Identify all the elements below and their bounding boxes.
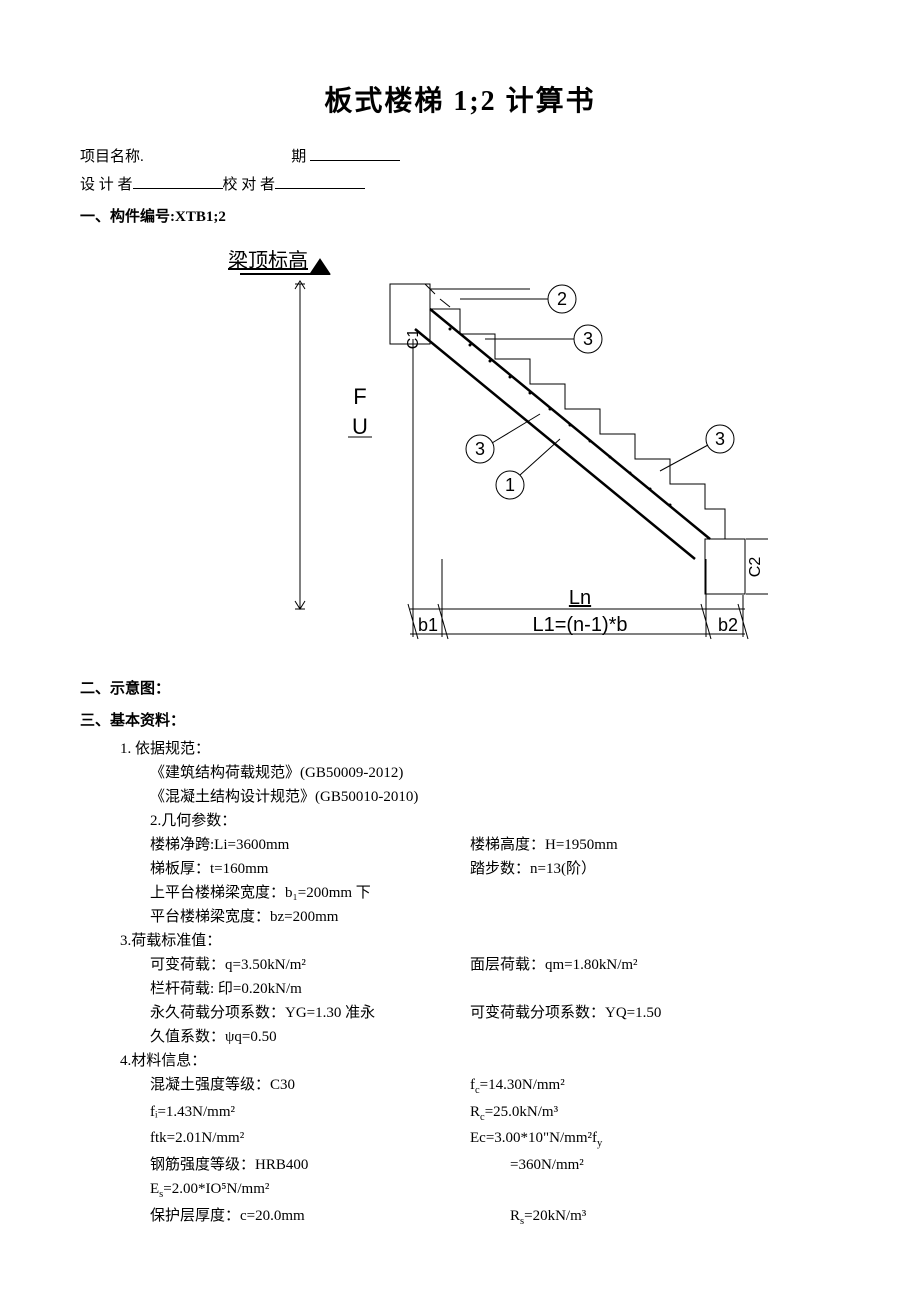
diagram-node-3c: 3 bbox=[715, 429, 725, 449]
item-2-b1: 上平台楼梯梁宽度：b₁=200mm 下 bbox=[80, 881, 840, 905]
designer-blank bbox=[133, 174, 223, 189]
date-label: 期 bbox=[291, 149, 306, 165]
diagram-label-b1: b1 bbox=[418, 615, 438, 635]
diagram-label-c2: C2 bbox=[747, 556, 764, 577]
diagram-node-3a: 3 bbox=[583, 329, 593, 349]
item-2-head: 2.几何参数： bbox=[80, 809, 840, 833]
diagram-node-2: 2 bbox=[557, 289, 567, 309]
item-4-rs: Rs=20kN/m³ bbox=[470, 1204, 840, 1231]
item-3-head: 3.荷载标准值： bbox=[80, 929, 840, 953]
item-4-rc: Rc=25.0kN/m³ bbox=[470, 1100, 840, 1127]
diagram-label-ln: Ln bbox=[569, 587, 591, 609]
designer-label: 设 计 者 bbox=[80, 177, 133, 193]
item-3-qm: 面层荷载：qm=1.80kN/m² bbox=[470, 953, 840, 977]
item-4-cover: 保护层厚度：c=20.0mm bbox=[150, 1204, 470, 1228]
checker-blank bbox=[275, 174, 365, 189]
item-2-steps: 踏步数：n=13(阶） bbox=[470, 857, 840, 881]
item-3-yq: 可变荷载分项系数：YQ=1.50 bbox=[470, 1001, 840, 1025]
item-3-psi: 久值系数：ψq=0.50 bbox=[80, 1025, 840, 1049]
checker-label: 校 对 者 bbox=[223, 177, 276, 193]
item-4-head: 4.材料信息： bbox=[80, 1049, 840, 1073]
item-2-bz: 平台楼梯梁宽度：bz=200mm bbox=[80, 905, 840, 929]
item-4-ft: fᵢ=1.43N/mm² bbox=[150, 1100, 470, 1124]
item-4-fc: fc=14.30N/mm² bbox=[470, 1073, 840, 1100]
item-4-es: Es=2.00*IO⁵N/mm² bbox=[80, 1177, 840, 1204]
item-3-q: 可变荷载：q=3.50kN/m² bbox=[150, 953, 470, 977]
item-3-yg: 永久荷载分项系数：YG=1.30 准永 bbox=[150, 1001, 470, 1025]
item-1-line2: 《混凝土结构设计规范》(GB50010-2010) bbox=[80, 785, 840, 809]
diagram-node-3b: 3 bbox=[475, 439, 485, 459]
diagram-label-f: F bbox=[353, 384, 366, 409]
diagram-node-1: 1 bbox=[505, 475, 515, 495]
item-4-grade: 混凝土强度等级：C30 bbox=[150, 1073, 470, 1097]
item-4-ftk: ftk=2.01N/mm² bbox=[150, 1126, 470, 1150]
item-2-height: 楼梯高度：H=1950mm bbox=[470, 833, 840, 857]
item-4-ec: Ec=3.00*10"N/mm²fy bbox=[470, 1126, 840, 1153]
diagram-label-b2: b2 bbox=[718, 615, 738, 635]
date-blank bbox=[310, 146, 400, 161]
designer-line: 设 计 者校 对 者 bbox=[80, 173, 840, 197]
page-title: 板式楼梯 1;2 计算书 bbox=[80, 80, 840, 125]
section-3-heading: 三、基本资料： bbox=[80, 709, 840, 733]
item-2-thick: 梯板厚：t=160mm bbox=[150, 857, 470, 881]
item-3-rail: 栏杆荷载: 印=0.20kN/m bbox=[80, 977, 840, 1001]
item-1-head: 1. 依据规范： bbox=[80, 737, 840, 761]
section-2-heading: 二、示意图： bbox=[80, 677, 840, 701]
diagram-top-label: 梁顶标高 bbox=[228, 249, 308, 272]
item-4-fy: =360N/mm² bbox=[470, 1153, 840, 1177]
item-1-line1: 《建筑结构荷载规范》(GB50009-2012) bbox=[80, 761, 840, 785]
diagram-label-u: U bbox=[352, 414, 368, 439]
item-4-steel: 钢筋强度等级：HRB400 bbox=[150, 1153, 470, 1177]
section-1-heading: 一、构件编号:XTB1;2 bbox=[80, 205, 840, 229]
stair-diagram: 梁顶标高 F U C1 2 3 bbox=[80, 239, 840, 657]
item-2-span: 楼梯净跨:Li=3600mm bbox=[150, 833, 470, 857]
project-label: 项目名称. bbox=[80, 149, 144, 165]
diagram-label-l1: L1=(n-1)*b bbox=[532, 614, 627, 636]
project-line: 项目名称. 期 bbox=[80, 145, 840, 169]
